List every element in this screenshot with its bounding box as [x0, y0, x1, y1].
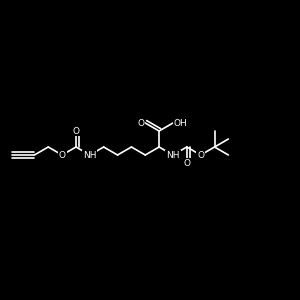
Text: O: O	[183, 158, 190, 167]
Text: NH: NH	[83, 151, 97, 160]
Text: O: O	[58, 151, 66, 160]
Text: O: O	[137, 118, 144, 127]
Text: O: O	[197, 151, 204, 160]
Text: NH: NH	[166, 151, 180, 160]
Text: OH: OH	[174, 118, 188, 127]
Text: O: O	[73, 127, 80, 136]
